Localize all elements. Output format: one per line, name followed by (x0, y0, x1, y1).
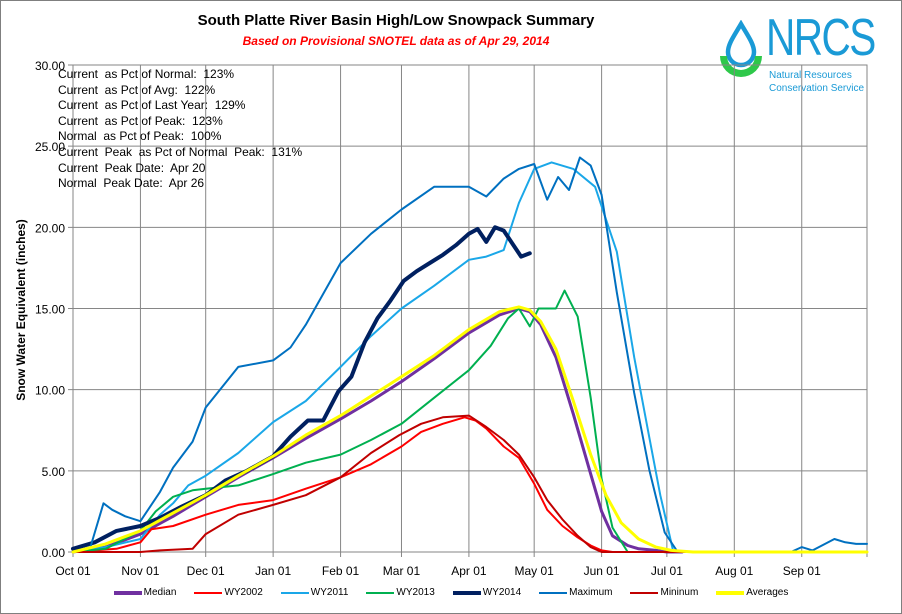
stats-annotations: Current as Pct of Normal: 123% Current as… (58, 67, 302, 192)
y-tick-label: 30.00 (35, 59, 65, 73)
legend-item-averages: Averages (716, 587, 788, 598)
y-tick-label: 25.00 (35, 140, 65, 154)
legend-swatch (366, 591, 395, 594)
x-tick-label: Feb 01 (322, 564, 360, 578)
legend: Median WY2002 WY2011 WY2013 WY2014 Maximum Min… (0, 587, 902, 598)
legend-item-wy2013: WY2013 (366, 587, 435, 598)
stat-annotation: Current as Pct of Normal: 123% (58, 67, 235, 81)
stat-annotation: Normal as Pct of Peak: 100% (58, 129, 222, 144)
x-tick-label: Jan 01 (255, 564, 291, 578)
gridlines (68, 64, 868, 557)
y-tick-label: 15.00 (35, 303, 65, 317)
series-line-mininum (72, 414, 868, 553)
x-tick-label: Mar 01 (383, 564, 421, 578)
y-tick-label: 10.00 (35, 384, 65, 398)
legend-item-wy2002: WY2002 (194, 587, 263, 598)
legend-item-median: Median (113, 587, 177, 598)
x-tick-label: Aug 01 (715, 564, 753, 578)
y-tick-label: 20.00 (35, 221, 65, 235)
x-tick-label: Dec 01 (187, 564, 225, 578)
series-line-wy2011 (72, 161, 868, 553)
legend-item-wy2014: WY2014 (452, 587, 522, 598)
legend-label: Median (143, 587, 177, 598)
series-line-wy2013 (72, 289, 868, 553)
series-line-maximum (72, 156, 868, 553)
x-tick-label: May 01 (514, 564, 554, 578)
x-tick-label: Oct 01 (55, 564, 91, 578)
x-tick-label: Apr 01 (451, 564, 487, 578)
y-tick-label: 0.00 (42, 546, 66, 560)
legend-label: WY2013 (396, 587, 435, 598)
nrcs-logo-text: NRCS (766, 9, 876, 67)
legend-swatch (113, 590, 142, 595)
stat-annotation: Current as Pct of Avg: 122% (58, 82, 216, 97)
legend-item-maximum: Maximum (539, 587, 612, 598)
nrcs-logo: NRCS Natural Resources Conservation Serv… (716, 9, 876, 102)
legend-swatch (194, 591, 223, 594)
stat-annotation: Current Peak Date: Apr 20 (58, 160, 206, 175)
stat-annotation: Current Peak as Pct of Normal Peak: 131% (58, 144, 303, 159)
chart-title: South Platte River Basin High/Low Snowpa… (197, 12, 595, 29)
y-axis: 0.00 5.00 10.00 15.00 20.00 25.00 30.00 (35, 59, 65, 560)
stat-annotation: Normal Peak Date: Apr 26 (58, 176, 205, 191)
legend-label: WY2014 (482, 587, 522, 598)
series-line-wy2002 (72, 416, 868, 553)
legend-swatch (630, 591, 659, 594)
legend-swatch (280, 591, 309, 594)
series-lines (71, 156, 869, 554)
legend-label: Maximum (569, 587, 613, 598)
x-tick-label: Nov 01 (121, 564, 159, 578)
chart-subtitle: Based on Provisional SNOTEL data as of A… (242, 34, 550, 48)
agency-name-line1: Natural Resources (769, 70, 852, 81)
series-line-averages (71, 305, 869, 554)
legend-swatch (716, 590, 745, 595)
y-tick-label: 5.00 (42, 465, 66, 479)
legend-label: WY2011 (310, 587, 349, 598)
stat-annotation: Current as Pct of Peak: 123% (58, 113, 223, 128)
legend-item-mininum: Mininum (630, 587, 698, 598)
legend-label: Mininum (660, 587, 699, 598)
x-tick-label: Jul 01 (651, 564, 683, 578)
legend-label: Averages (746, 587, 789, 598)
legend-swatch (452, 590, 481, 595)
legend-item-wy2011: WY2011 (280, 587, 349, 598)
legend-swatch (539, 591, 568, 594)
legend-label: WY2002 (224, 587, 263, 598)
agency-name: Natural Resources Conservation Service (769, 69, 864, 95)
x-axis: Oct 01 Nov 01 Dec 01 Jan 01 Feb 01 Mar 01 Apr … (55, 564, 821, 578)
series-line-wy2014 (71, 225, 532, 551)
y-axis-label: Snow Water Equivalent (inches) (14, 219, 28, 401)
stat-annotation: Current as Pct of Last Year: 129% (58, 98, 246, 113)
x-tick-label: Jun 01 (584, 564, 620, 578)
x-tick-label: Sep 01 (783, 564, 821, 578)
agency-name-line2: Conservation Service (769, 83, 865, 94)
